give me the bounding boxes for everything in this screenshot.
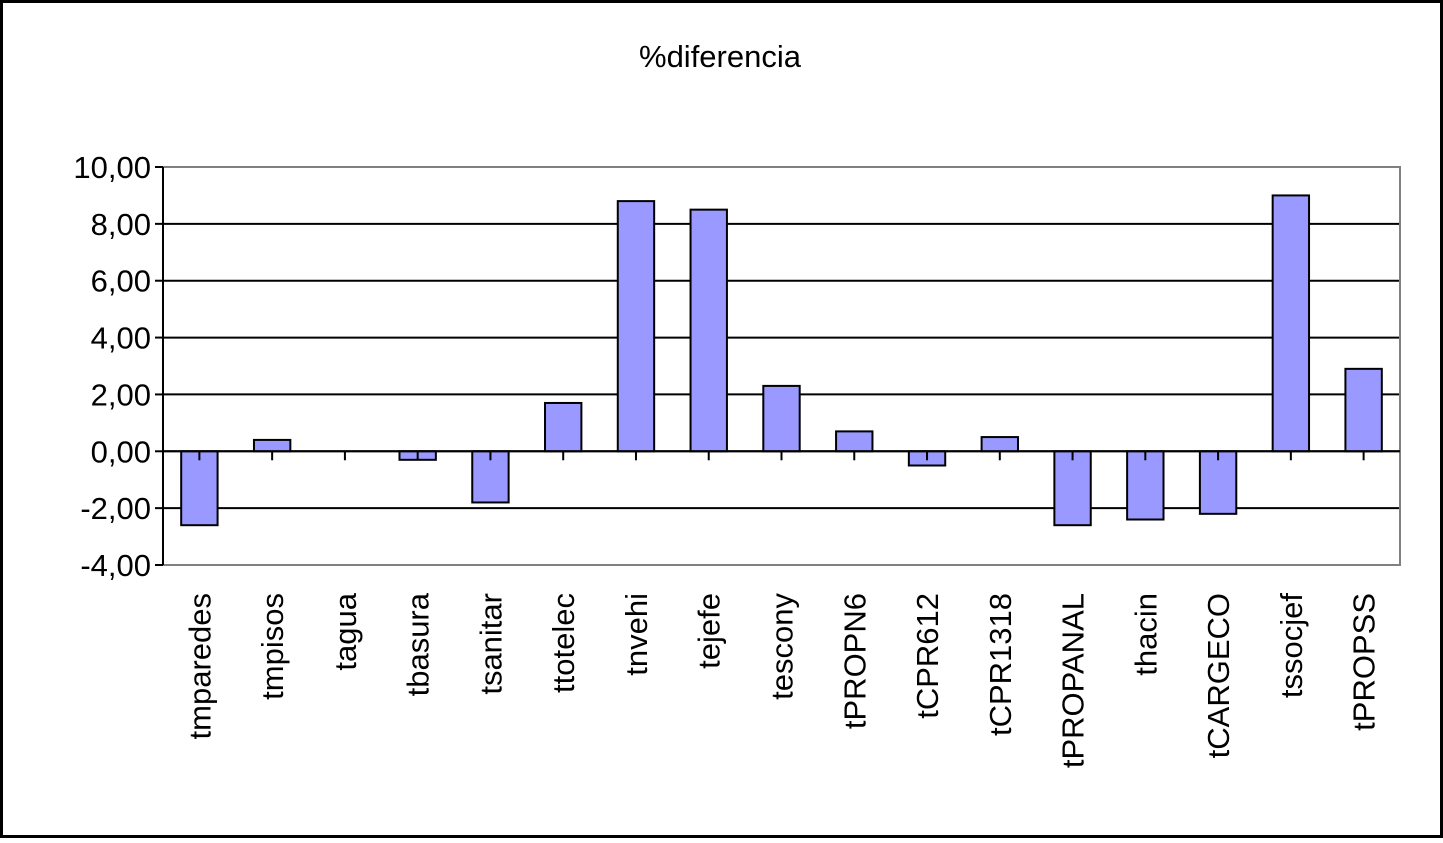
x-tick-label-tssocjef: tssocjef (1274, 593, 1309, 698)
chart-title: %diferencia (639, 39, 802, 74)
y-tick-label-0: -4,00 (80, 548, 151, 583)
x-tick-label-tejefe: tejefe (692, 593, 727, 669)
bar-tmpisos (252, 438, 292, 453)
x-tick-label-tCARGECO: tCARGECO (1201, 593, 1236, 758)
x-tick-label-ttotelec: ttotelec (546, 593, 581, 693)
plot-area: -4,00 -2,00 0,00 2,00 4,00 6,00 8,00 10,00 tmpar… (73, 150, 1401, 768)
y-tick-label-2: 0,00 (91, 434, 151, 469)
x-tick-label-thacin: thacin (1128, 593, 1163, 676)
x-tick-label-tmpisos: tmpisos (255, 593, 290, 700)
bar-tnvehi (616, 200, 656, 453)
bar-tCARGECO (1198, 450, 1238, 515)
x-tick-label-tagua: tagua (328, 592, 363, 670)
y-tick-label-6: 8,00 (91, 207, 151, 242)
x-tick-label-tmparedes: tmparedes (182, 593, 217, 739)
x-tick-label-tPROPN6: tPROPN6 (837, 593, 872, 729)
y-tick-label-1: -2,00 (80, 491, 151, 526)
bar-tPROPN6 (835, 430, 874, 453)
plot-background (163, 167, 1400, 565)
y-tick-label-7: 10,00 (73, 150, 151, 185)
bar-tescony (762, 384, 801, 453)
bar-thacin (1126, 450, 1165, 521)
x-tick-label-tPROPANAL: tPROPANAL (1056, 593, 1091, 768)
x-tick-label-tsanitar: tsanitar (473, 593, 508, 695)
y-tick-label-3: 2,00 (91, 377, 151, 412)
x-tick-label-tescony: tescony (765, 593, 800, 700)
x-tick-label-tbasura: tbasura (401, 592, 436, 696)
y-tick-label-4: 4,00 (91, 321, 151, 356)
bar-tejefe (689, 208, 728, 453)
bar-ttotelec (544, 401, 583, 453)
bar-tPROPANAL (1053, 450, 1092, 527)
x-tick-label-tPROPSS: tPROPSS (1347, 593, 1382, 731)
bar-tmparedes (180, 450, 219, 527)
bar-tPROPSS (1344, 367, 1383, 453)
bar-tssocjef (1271, 194, 1311, 453)
y-tick-label-5: 6,00 (91, 264, 151, 299)
x-tick-label-tCPR612: tCPR612 (910, 593, 945, 719)
x-tick-label-tCPR1318: tCPR1318 (983, 593, 1018, 736)
x-tick-label-tnvehi: tnvehi (619, 593, 654, 676)
bar-tCPR1318 (980, 436, 1019, 453)
